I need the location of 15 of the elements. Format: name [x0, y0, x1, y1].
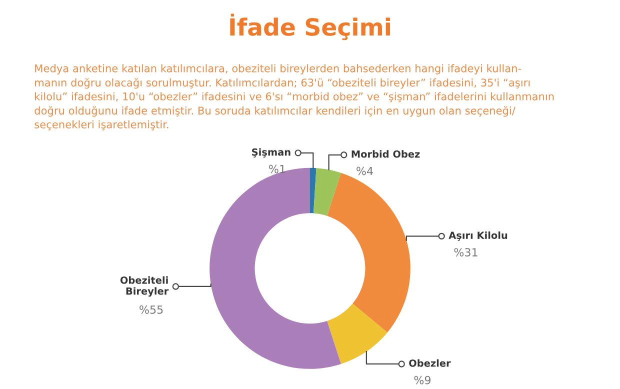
data-label: %31 [454, 248, 478, 256]
slice-label: Şişman [252, 148, 290, 158]
slice-label: Aşırı Kilolu [448, 231, 508, 241]
data-label: %9 [414, 376, 430, 384]
data-label: %55 [140, 305, 163, 314]
donut-slice [313, 168, 342, 216]
slice-label: Obezler [409, 359, 451, 367]
chart-subtitle: Medya anketine katılan katılımcılara, obeziteli bireylerden bahsederken hangi ifadeyi kullan- manın doğru olacağı sorulmuştur. Katılımcılardan; 63'ü “obeziteli bireyler” ifadesini, 35'i “aşırı kilolu” ifadesini, 10'u “obezler” ifadesini ve 6'sı “morbid obez” ve “şişman” ifadelerini kullanmanın doğru olduğunu ifade etmiştir. Bu soruda katılımcılar kendileri için en uygun olan seçeneği/ seçenekleri işaretlemiştir. [34, 64, 554, 130]
donut-slice [310, 168, 316, 214]
chart-title: İfade Seçimi [230, 14, 390, 40]
donut-slice [327, 304, 388, 364]
slice-label: Obeziteli Bireyler [120, 276, 169, 297]
slice-label: Morbid Obez [352, 150, 420, 158]
data-label: %1 [269, 164, 286, 174]
data-label: %4 [356, 166, 373, 176]
